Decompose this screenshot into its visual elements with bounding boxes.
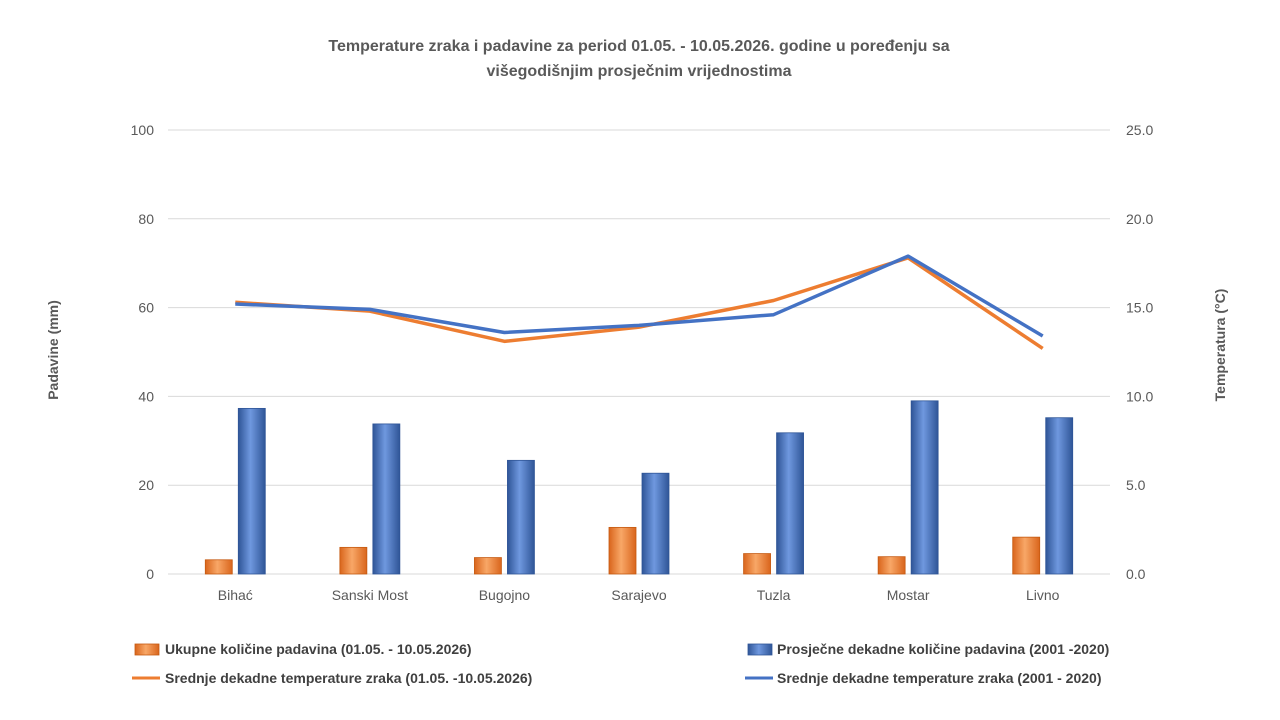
bar-precip-avg <box>372 423 401 575</box>
bar-precip-avg <box>237 407 266 575</box>
bar-precip-2026 <box>877 556 906 575</box>
y2-tick-label: 5.0 <box>1126 477 1146 493</box>
y2-tick-label: 10.0 <box>1126 388 1153 404</box>
chart-title-line1: Temperature zraka i padavine za period 0… <box>328 38 949 55</box>
y-tick-label: 80 <box>138 211 154 227</box>
y-tick-label: 100 <box>131 122 155 138</box>
y2-axis-title: Temperatura (°C) <box>1212 289 1228 402</box>
x-category-label: Bugojno <box>479 587 531 603</box>
y-tick-label: 20 <box>138 477 154 493</box>
bar-precip-2026 <box>204 559 233 575</box>
lines-layer <box>235 254 1044 350</box>
chart-title-line2: višegodišnjim prosječnim vrijednostima <box>487 63 792 80</box>
bar-precip-avg <box>1045 417 1074 575</box>
y-tick-label: 40 <box>138 388 154 404</box>
bar-precip-2026 <box>608 526 637 575</box>
y-axis-title: Padavine (mm) <box>45 300 61 400</box>
bar-precip-avg <box>507 459 535 575</box>
x-axis-categories: Bihać Sanski Most Bugojno Sarajevo Tuzla Most… <box>218 587 1060 603</box>
x-category-label: Tuzla <box>757 587 791 603</box>
y-tick-label: 60 <box>138 300 154 316</box>
legend-swatch-precip-avg <box>747 643 773 656</box>
bar-precip-2026 <box>1012 536 1041 575</box>
x-category-label: Mostar <box>887 587 930 603</box>
x-category-label: Sanski Most <box>332 587 408 603</box>
y2-tick-label: 25.0 <box>1126 122 1153 138</box>
x-category-label: Sarajevo <box>611 587 666 603</box>
bar-precip-avg <box>776 432 804 575</box>
x-category-label: Bihać <box>218 587 253 603</box>
legend-label-precip-avg: Prosječne dekadne količine padavina (200… <box>777 641 1109 657</box>
gridlines <box>168 129 1110 575</box>
y2-tick-label: 20.0 <box>1126 211 1153 227</box>
legend: Ukupne količine padavina (01.05. - 10.05… <box>132 641 1109 686</box>
y2-tick-label: 0.0 <box>1126 566 1146 582</box>
bar-precip-2026 <box>339 546 368 575</box>
bar-precip-avg <box>910 400 939 575</box>
line-temp-2026 <box>235 256 1044 350</box>
y2-tick-label: 15.0 <box>1126 300 1153 316</box>
x-category-label: Livno <box>1026 587 1060 603</box>
legend-swatch-precip-2026 <box>134 643 160 656</box>
bars-layer <box>204 400 1074 575</box>
bar-precip-2026 <box>474 557 502 575</box>
legend-label-temp-avg: Srednje dekadne temperature zraka (2001 … <box>777 670 1102 686</box>
bar-precip-2026 <box>743 553 771 575</box>
y2-axis-ticks: 0.0 5.0 10.0 15.0 20.0 25.0 <box>1126 122 1153 582</box>
y-tick-label: 0 <box>146 566 154 582</box>
legend-label-precip-2026: Ukupne količine padavina (01.05. - 10.05… <box>165 641 472 657</box>
y-axis-ticks: 0 20 40 60 80 100 <box>131 122 155 582</box>
line-temp-avg <box>235 254 1044 338</box>
legend-label-temp-2026: Srednje dekadne temperature zraka (01.05… <box>165 670 532 686</box>
bar-precip-avg <box>641 472 670 575</box>
